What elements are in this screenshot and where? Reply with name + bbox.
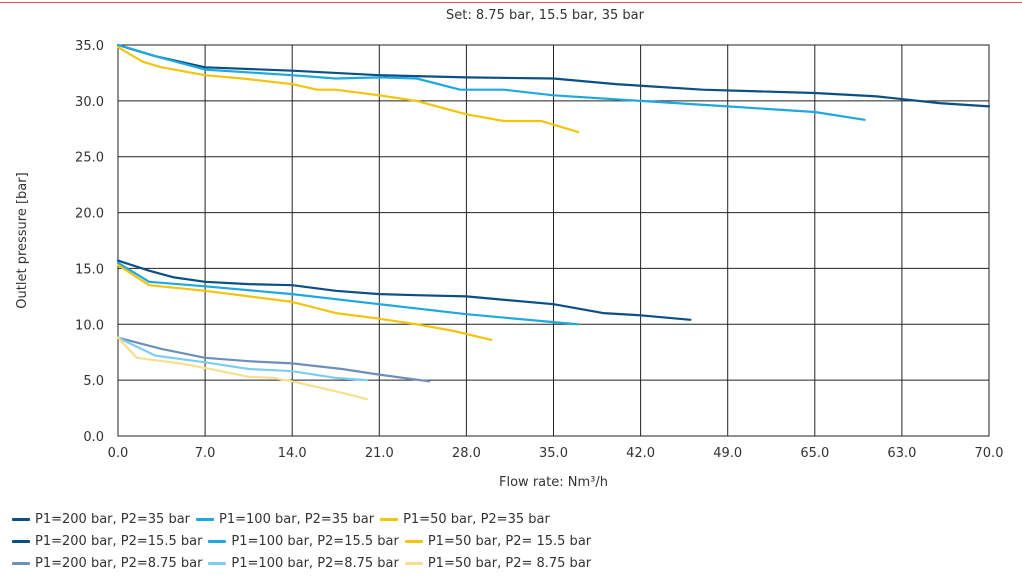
chart-svg: 0.0 7.0 14.0 21.0 28.0 35.0 42.0 49.0 65.0 63.0 70… [15, 39, 1004, 490]
legend-item: P1=200 bar, P2=15.5 bar [12, 534, 202, 549]
legend-label: P1=50 bar, P2= 8.75 bar [427, 555, 592, 571]
legend-swatch [12, 539, 30, 543]
legend-label: P1=200 bar, P2=35 bar [35, 511, 191, 527]
legend-label: P1=50 bar, P2=35 bar [403, 511, 550, 527]
legend-label: P1=100 bar, P2=15.5 bar [231, 533, 399, 549]
chart-subtitle: Set: 8.75 bar, 15.5 bar, 35 bar [446, 8, 644, 23]
y-tick-label: 15.0 [75, 262, 104, 277]
legend-swatch [404, 539, 423, 543]
legend-item: P1=100 bar, P2=15.5 bar [208, 533, 399, 549]
series-line-7 [116, 336, 431, 383]
y-tick-label: 10.0 [75, 318, 104, 333]
legend-item: P1=50 bar, P2=35 bar [380, 512, 550, 527]
y-tick-label: 5.0 [83, 374, 104, 389]
x-tick-label: 28.0 [452, 446, 481, 461]
x-tick-label: 35.0 [539, 446, 568, 461]
legend: P1=200 bar, P2=35 bar P1=100 bar, P2=35 b… [12, 508, 597, 574]
legend-label: P1=200 bar, P2=8.75 bar [35, 555, 203, 571]
legend-item: P1=100 bar, P2=35 bar [196, 512, 374, 527]
series-line-5 [116, 261, 580, 326]
legend-swatch [404, 561, 423, 565]
x-tick-label: 0.0 [108, 446, 129, 461]
x-tick-label: 63.0 [887, 446, 916, 461]
x-tick-label: 49.0 [713, 446, 742, 461]
legend-label: P1=200 bar, P2=15.5 bar [35, 533, 203, 549]
legend-item: P1=50 bar, P2= 15.5 bar [404, 533, 592, 549]
legend-swatch [196, 517, 215, 521]
x-axis-label: Flow rate: Nm³/h [499, 475, 608, 490]
legend-swatch [208, 539, 227, 543]
x-tick-label: 42.0 [626, 446, 655, 461]
y-tick-label: 30.0 [75, 95, 104, 110]
legend-row: P1=200 bar, P2=8.75 bar P1=100 bar, P2=8.… [12, 552, 597, 574]
legend-item: P1=50 bar, P2= 8.75 bar [404, 555, 592, 571]
x-tick-label: 7.0 [195, 446, 216, 461]
legend-swatch [12, 561, 30, 565]
y-tick-label: 20.0 [75, 207, 104, 222]
legend-swatch [208, 561, 227, 565]
legend-label: P1=100 bar, P2=35 bar [219, 511, 375, 527]
legend-swatch [12, 517, 30, 521]
legend-row: P1=200 bar, P2=15.5 bar P1=100 bar, P2=15… [12, 530, 597, 552]
legend-label: P1=50 bar, P2= 15.5 bar [427, 533, 592, 549]
legend-item: P1=100 bar, P2=8.75 bar [208, 555, 399, 571]
top-rule [0, 2, 1022, 3]
x-tick-label: 65.0 [800, 446, 829, 461]
legend-item: P1=200 bar, P2=8.75 bar [12, 556, 202, 571]
series-line-8 [116, 336, 368, 382]
y-tick-label: 0.0 [83, 430, 104, 445]
series-line-2 [116, 43, 866, 121]
x-tick-label: 70.0 [975, 446, 1004, 461]
x-tick-label: 21.0 [365, 446, 394, 461]
y-tick-label: 35.0 [75, 39, 104, 54]
legend-item: P1=200 bar, P2=35 bar [12, 512, 190, 527]
series-line-4 [116, 259, 692, 321]
series-line-3 [116, 46, 580, 134]
legend-label: P1=100 bar, P2=8.75 bar [231, 555, 399, 571]
series-line-9 [116, 336, 368, 401]
series-line-1 [116, 43, 991, 108]
legend-row: P1=200 bar, P2=35 bar P1=100 bar, P2=35 b… [12, 508, 597, 530]
x-tick-label: 14.0 [278, 446, 307, 461]
legend-swatch [380, 517, 399, 521]
series-line-6 [116, 264, 493, 341]
y-tick-label: 25.0 [75, 151, 104, 166]
y-axis-label: Outlet pressure [bar] [15, 172, 30, 308]
